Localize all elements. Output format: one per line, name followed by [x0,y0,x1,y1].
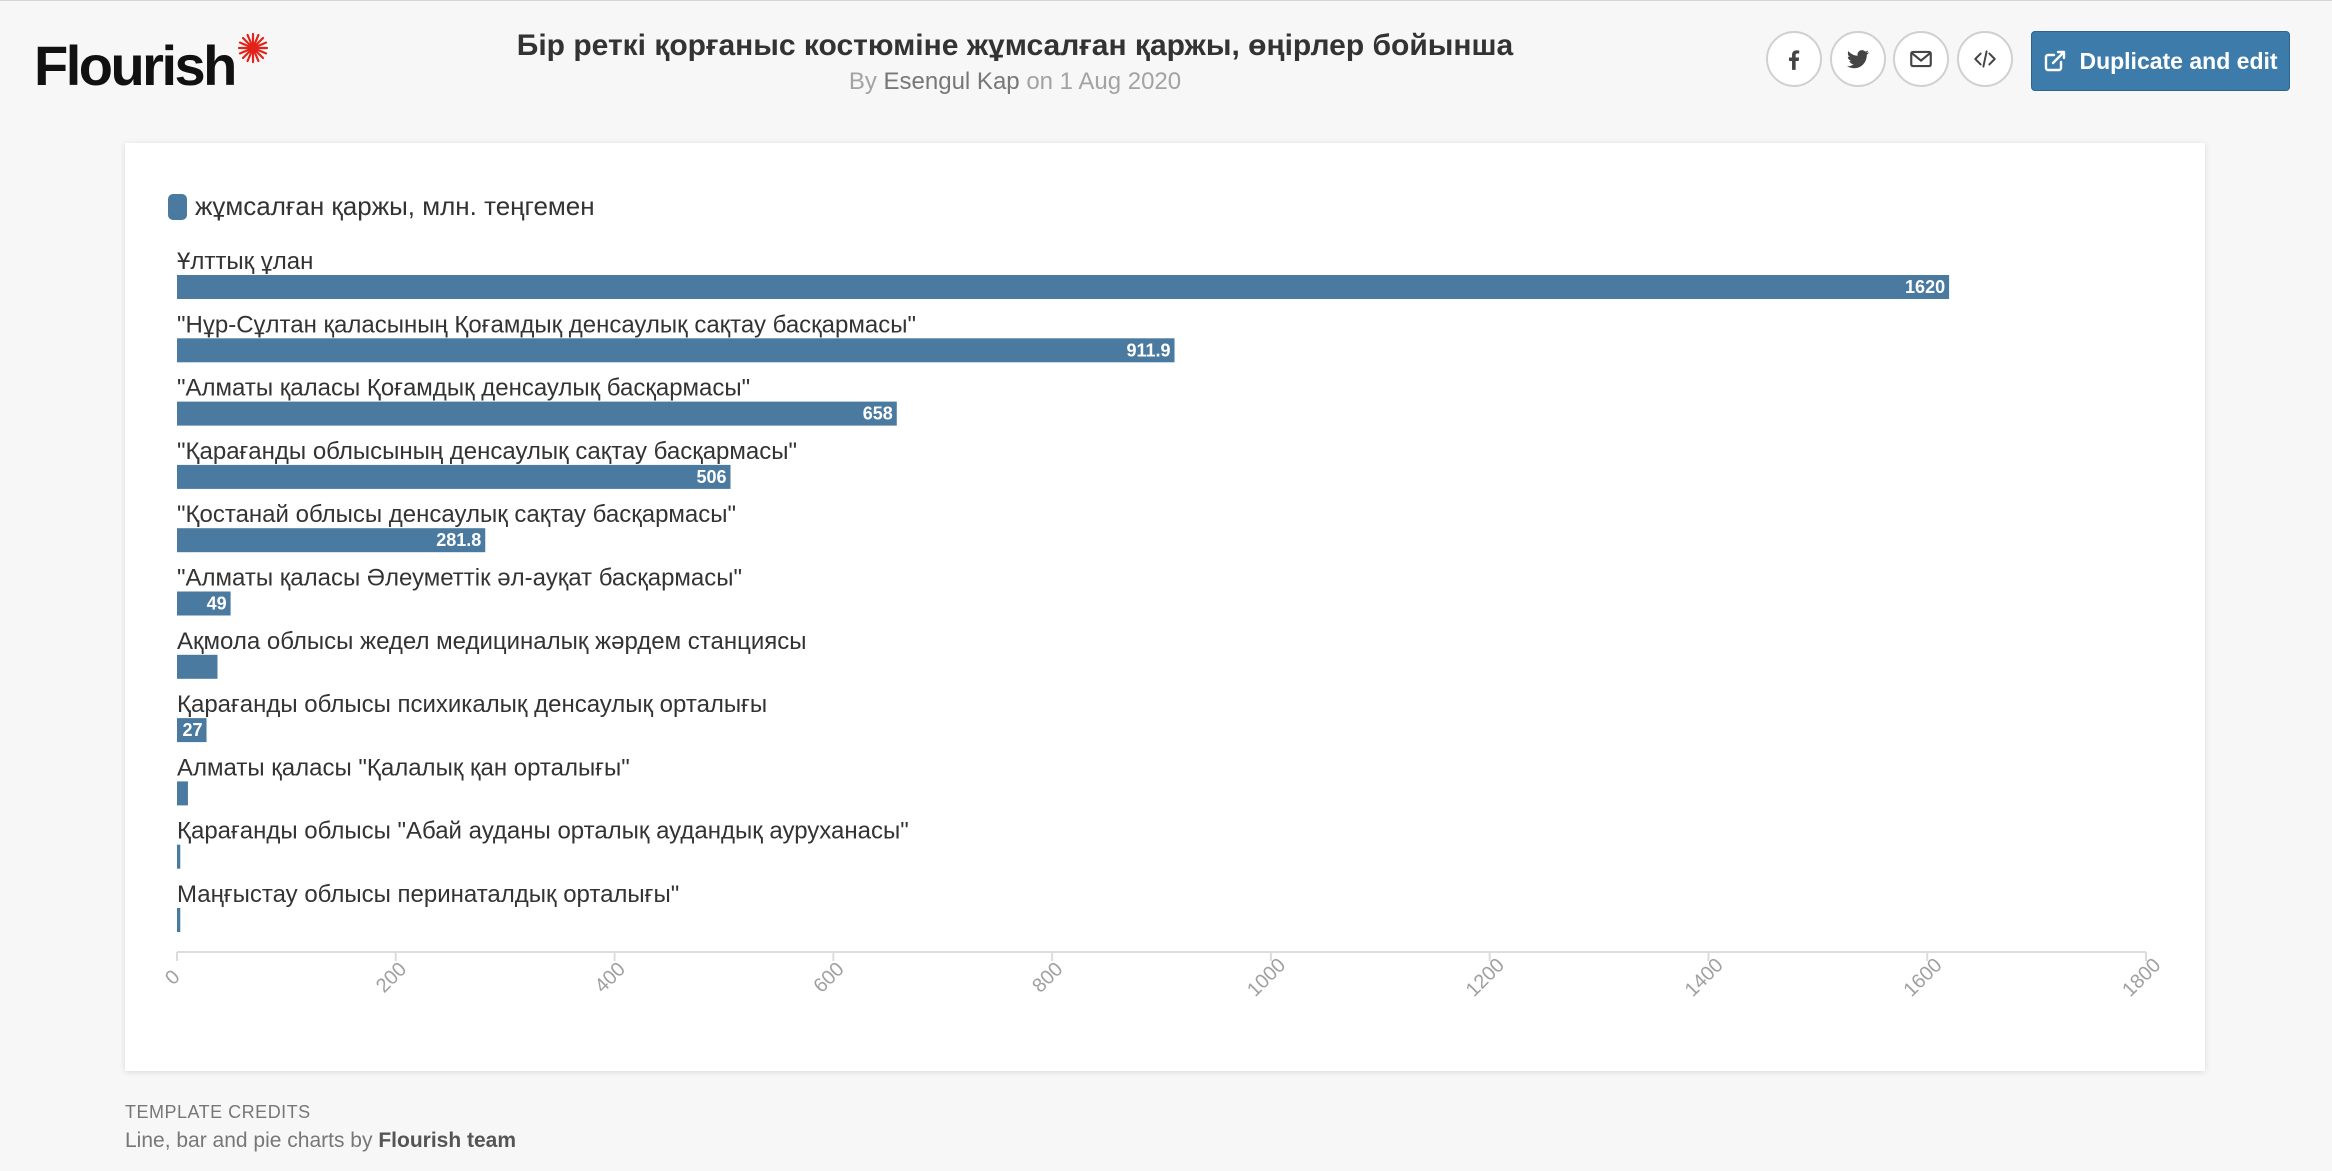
x-axis-tick-label: 1000 [1243,954,1290,1001]
bar-value-label: 281.8 [436,530,481,550]
bar [177,654,218,679]
facebook-icon [1789,50,1800,70]
legend-label: жұмсалған қаржы, млн. теңгемен [195,191,595,221]
bar-category-label: "Алматы қаласы Әлеуметтік әл-ауқат басқа… [177,565,742,592]
bar-value-label: 1620 [1905,277,1945,297]
bar [177,781,188,806]
credits-prefix: Line, bar and pie charts by [125,1129,373,1152]
email-icon [1910,50,1932,68]
share-twitter-button[interactable] [1830,31,1886,87]
bar [177,338,1175,363]
duplicate-and-edit-button[interactable]: Duplicate and edit [2031,31,2290,91]
byline-author[interactable]: Esengul Kap [883,68,1020,95]
bar-category-label: "Қарағанды облысының денсаулық сақтау ба… [177,438,797,465]
x-axis-tick-label: 0 [161,966,184,989]
chart-legend[interactable]: жұмсалған қаржы, млн. теңгемен [168,191,595,222]
bar-value-label: 911.9 [1126,340,1170,360]
logo-star-icon [237,32,268,64]
bar-category-label: Маңғыстау облысы перинаталдық орталығы" [177,881,679,908]
embed-code-icon [1974,50,1996,68]
chart-card: жұмсалған қаржы, млн. теңгемен Ұлттық ұл… [125,143,2205,1071]
x-axis-tick-label: 600 [810,958,849,997]
bar [177,718,207,743]
x-axis-tick-label: 400 [591,958,630,997]
bar-category-label: "Қостанай облысы денсаулық сақтау басқар… [177,501,736,528]
byline-date: on 1 Aug 2020 [1026,68,1182,95]
share-embed-button[interactable] [1957,31,2013,87]
x-axis-tick-label: 1400 [1681,954,1728,1001]
share-facebook-button[interactable] [1766,31,1822,87]
bar [177,844,181,869]
x-axis-tick-label: 1800 [2118,954,2165,1001]
top-border [0,0,2332,1]
byline: By Esengul Kap on 1 Aug 2020 [0,66,2030,98]
twitter-icon [1846,50,1870,69]
x-axis-tick-label: 1600 [1899,954,1946,1001]
bar-value-label: 658 [863,404,893,424]
byline-by: By [848,68,877,95]
bar [177,401,897,426]
duplicate-label: Duplicate and edit [2079,47,2278,74]
bar-category-label: Қарағанды облысы психикалық денсаулық ор… [177,691,767,718]
bar [177,591,231,616]
template-credits-heading: TEMPLATE CREDITS [125,1102,311,1122]
logo-text: Flourish [34,34,237,97]
bar-category-label: Қарағанды облысы "Абай ауданы орталық ау… [177,818,909,845]
bar-chart: Ұлттық ұлан 1620 "Нұр-Сұлтан қаласының Қоғ… [161,248,2165,1001]
title-block: Бір реткі қорғаныс костюміне жұмсалған қ… [0,26,2030,98]
bar-category-label: "Алматы қаласы Қоғамдық денсаулық басқар… [177,375,750,402]
credits-team-link[interactable]: Flourish team [378,1129,517,1152]
bar-category-label: Ұлттық ұлан [177,248,313,275]
bar [177,908,181,932]
bar [177,275,1950,299]
bar-value-label: 49 [207,594,227,614]
share-email-button[interactable] [1893,31,1949,87]
bar [177,464,731,489]
bar [177,528,486,553]
flourish-logo[interactable]: Flourish [34,32,269,97]
bar-category-label: "Нұр-Сұлтан қаласының Қоғамдық денсаулық… [177,311,916,338]
x-axis-tick-label: 800 [1028,958,1067,997]
template-credits-line: Line, bar and pie charts by Flourish tea… [125,1129,516,1153]
bar-value-label: 506 [696,467,726,487]
legend-swatch [168,193,187,220]
external-link-icon [2045,50,2066,72]
page-title: Бір реткі қорғаныс костюміне жұмсалған қ… [516,29,1514,62]
x-axis-tick-label: 1200 [1462,954,1509,1001]
bar-category-label: Алматы қаласы "Қалалық қан орталығы" [177,754,630,781]
x-axis-tick-label: 200 [372,958,411,997]
bar-category-label: Ақмола облысы жедел медициналық жәрдем с… [177,628,806,655]
bar-value-label: 27 [183,720,203,740]
